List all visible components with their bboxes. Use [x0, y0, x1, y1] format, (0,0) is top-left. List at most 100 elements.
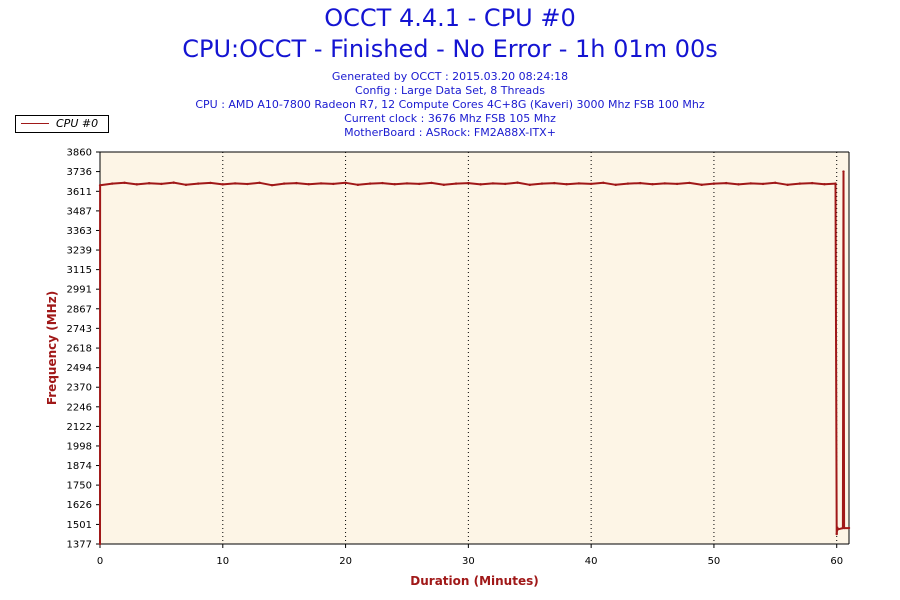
y-tick-label: 2122 [67, 422, 92, 433]
data-point [847, 526, 851, 530]
y-tick-label: 1750 [67, 481, 92, 492]
data-point [810, 181, 814, 185]
y-tick-label: 1377 [67, 540, 92, 551]
data-point [626, 182, 630, 185]
y-tick-label: 1626 [67, 500, 92, 511]
info-generated: Generated by OCCT : 2015.03.20 08:24:18 [331, 70, 569, 83]
data-point [834, 182, 837, 185]
data-point [540, 182, 544, 185]
data-point [842, 170, 845, 173]
y-tick-label: 2370 [67, 383, 92, 394]
data-point [577, 182, 581, 185]
data-point [503, 182, 507, 186]
y-tick-label: 3736 [67, 167, 92, 178]
data-point [712, 182, 716, 185]
data-point [405, 182, 409, 185]
data-point [798, 182, 802, 185]
y-tick-label: 2246 [67, 402, 92, 413]
data-point [467, 181, 470, 185]
data-point [344, 181, 347, 184]
y-tick-label: 3860 [67, 148, 92, 159]
data-point [147, 182, 151, 185]
data-point [565, 183, 568, 186]
y-tick-label: 3115 [67, 265, 92, 276]
data-point [639, 181, 642, 185]
data-point [381, 181, 384, 185]
y-tick-label: 3487 [67, 206, 92, 217]
data-point [491, 182, 495, 185]
data-point [725, 181, 728, 185]
y-tick-label: 2743 [67, 324, 92, 335]
data-point [589, 182, 593, 186]
data-point [602, 181, 605, 184]
data-point [749, 182, 752, 185]
legend: CPU #0 [15, 115, 109, 133]
data-point [774, 181, 777, 184]
data-point [209, 181, 212, 185]
y-tick-label: 2618 [67, 344, 92, 355]
data-point [356, 183, 360, 187]
x-tick-label: 50 [708, 556, 721, 567]
data-point [761, 182, 765, 186]
data-point [516, 181, 519, 184]
info-cpu: CPU : AMD A10-7800 Radeon R7, 12 Compute… [195, 98, 705, 111]
x-tick-label: 60 [830, 556, 843, 567]
data-point [307, 183, 310, 186]
plot-area [100, 152, 849, 544]
data-point [430, 181, 433, 185]
y-tick-label: 2867 [67, 304, 92, 315]
data-point [270, 183, 274, 187]
x-tick-label: 40 [585, 556, 598, 567]
info-current-clock: Current clock : 3676 Mhz FSB 105 Mhz [344, 112, 556, 125]
legend-label: CPU #0 [56, 117, 99, 130]
data-point [221, 183, 224, 186]
data-point [842, 526, 846, 530]
data-point [282, 182, 286, 185]
data-point [479, 183, 482, 186]
data-point [418, 182, 421, 186]
data-point [528, 183, 531, 187]
y-tick-label: 1998 [67, 441, 92, 452]
data-point [700, 183, 703, 187]
x-tick-label: 10 [216, 556, 229, 567]
y-tick-label: 2494 [67, 363, 92, 374]
data-point [233, 182, 237, 185]
x-tick-label: 0 [97, 556, 103, 567]
data-point [786, 183, 789, 187]
data-point [332, 182, 335, 186]
data-point [172, 181, 175, 184]
data-point [835, 532, 838, 536]
data-point [98, 542, 102, 546]
data-point [295, 181, 298, 185]
chart-title: OCCT 4.4.1 - CPU #0 [324, 4, 576, 32]
x-tick-label: 30 [462, 556, 475, 567]
data-point [663, 182, 667, 185]
data-point [675, 182, 679, 186]
info-motherboard: MotherBoard : ASRock: FM2A88X-ITX+ [344, 126, 556, 139]
data-point [823, 183, 826, 186]
data-point [442, 183, 446, 187]
chart-subtitle: CPU:OCCT - Finished - No Error - 1h 01m … [182, 35, 718, 63]
y-tick-label: 2991 [67, 285, 92, 296]
data-point [393, 183, 396, 186]
data-point [319, 182, 323, 185]
y-tick-label: 3611 [67, 187, 92, 198]
data-point [258, 181, 261, 184]
data-point [123, 181, 126, 184]
y-tick-label: 1874 [67, 461, 92, 472]
x-tick-label: 20 [339, 556, 352, 567]
y-axis-title: Frequency (MHz) [45, 291, 59, 405]
x-axis-title: Duration (Minutes) [410, 574, 538, 588]
data-point [246, 182, 249, 186]
data-point [368, 182, 372, 185]
info-config: Config : Large Data Set, 8 Threads [355, 84, 545, 97]
y-tick-label: 1501 [67, 520, 92, 531]
data-point [184, 183, 188, 187]
y-tick-label: 3363 [67, 226, 92, 237]
data-point [651, 183, 654, 186]
data-point [454, 182, 458, 185]
data-point [553, 181, 556, 185]
legend-swatch [21, 123, 49, 124]
data-point [197, 182, 200, 185]
